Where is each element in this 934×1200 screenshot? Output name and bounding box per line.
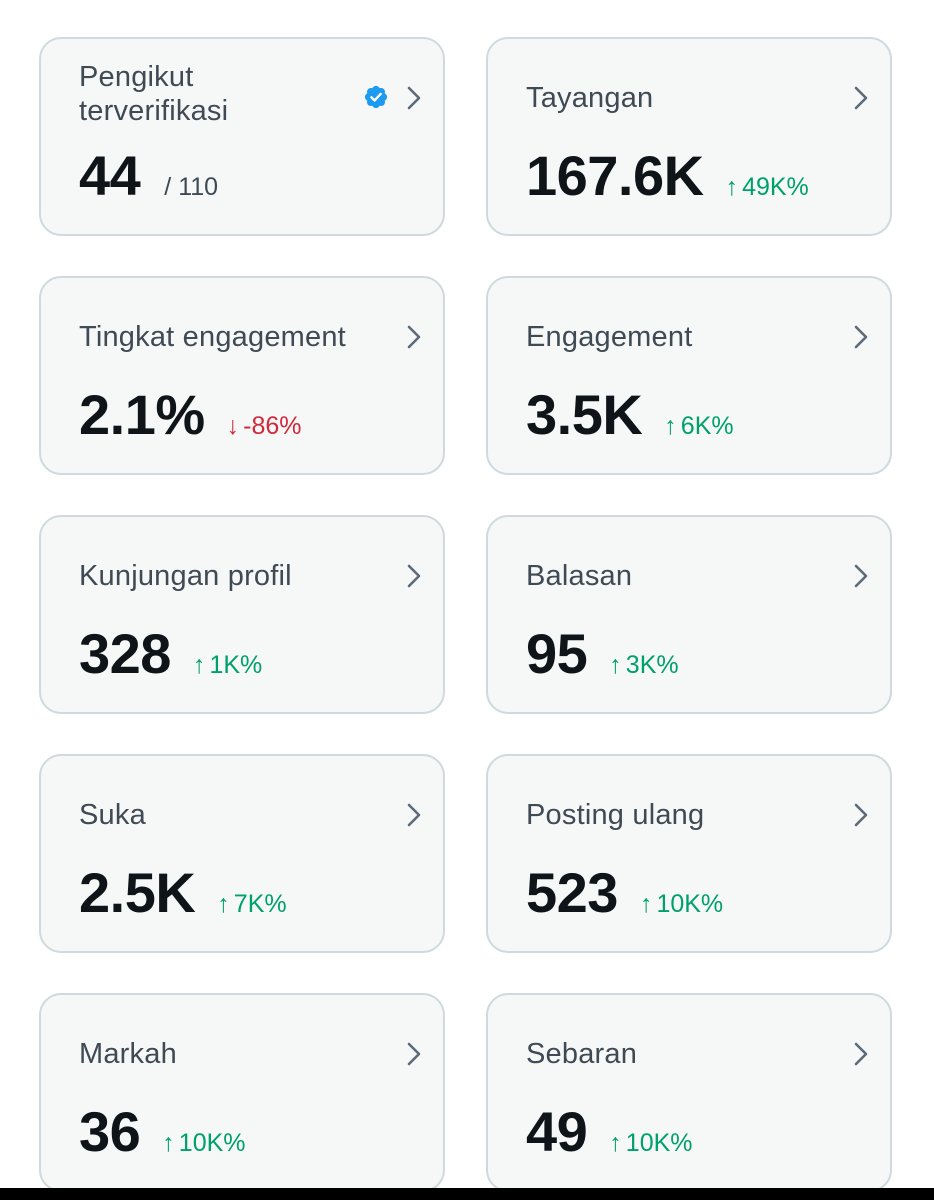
metric-total: / 110 [164,173,219,201]
metric-change-value: 10K% [656,890,724,918]
metric-change: ↑ 10K% [640,890,723,919]
metric-value: 36 [79,1100,141,1163]
metric-value: 523 [526,861,618,924]
metric-change-value: 3K% [625,651,679,679]
metric-change-value: 7K% [233,890,287,918]
arrow-up-icon: ↑ [664,412,677,440]
metric-title: Kunjungan profil [79,560,292,592]
metric-value: 49 [526,1100,588,1163]
arrow-up-icon: ↑ [609,1129,622,1157]
chevron-right-icon[interactable] [403,83,425,113]
metric-change: ↑ 10K% [609,1129,692,1158]
metric-change: ↑ 3K% [609,651,678,680]
metric-card-likes[interactable]: Suka 2.5K ↑ 7K% [39,754,445,953]
metric-card-shares[interactable]: Sebaran 49 ↑ 10K% [486,993,892,1192]
arrow-down-icon: ↓ [226,412,240,440]
metric-change-value: 6K% [680,412,734,440]
chevron-right-icon[interactable] [850,800,872,830]
arrow-up-icon: ↑ [609,651,622,679]
metric-title: Tingkat engagement [79,321,346,353]
arrow-up-icon: ↑ [725,173,739,201]
verified-badge-icon [364,85,388,109]
metric-value: 3.5K [526,383,643,446]
metric-value-row: 49 ↑ 10K% [526,1100,693,1164]
chevron-right-icon[interactable] [403,561,425,591]
chevron-right-icon[interactable] [403,1039,425,1069]
metric-card-engagement-rate[interactable]: Tingkat engagement 2.1% ↓ -86% [39,276,445,475]
metric-value: 328 [79,622,171,685]
metric-change: ↑ 6K% [664,412,733,441]
metric-title: Balasan [526,560,633,592]
metric-change-value: 10K% [178,1129,246,1157]
metric-value: 167.6K [526,144,704,207]
metric-change: ↑ 1K% [193,651,262,680]
metric-change-value: 49K% [742,173,809,201]
metric-change: ↓ -86% [227,412,302,441]
arrow-up-icon: ↑ [162,1129,175,1157]
metric-card-engagement[interactable]: Engagement 3.5K ↑ 6K% [486,276,892,475]
metric-change-value: 1K% [209,651,263,679]
chevron-right-icon[interactable] [403,322,425,352]
metric-value-row: 2.1% ↓ -86% [79,383,302,447]
metrics-grid: Pengikut terverifikasi 44 / 110 Tayangan… [39,37,892,1192]
metric-card-replies[interactable]: Balasan 95 ↑ 3K% [486,515,892,714]
metric-value-row: 3.5K ↑ 6K% [526,383,734,447]
metric-change: ↑ 10K% [162,1129,245,1158]
metric-value: 2.1% [79,383,205,446]
metric-change-value: -86% [243,412,302,440]
metric-value-row: 523 ↑ 10K% [526,861,723,925]
metric-value: 95 [526,622,588,685]
system-navigation-bar [0,1188,934,1200]
metric-title: Tayangan [526,82,654,114]
metric-card-impressions[interactable]: Tayangan 167.6K ↑ 49K% [486,37,892,236]
metric-title: Sebaran [526,1038,638,1070]
metric-card-verified-followers[interactable]: Pengikut terverifikasi 44 / 110 [39,37,445,236]
metric-value-row: 95 ↑ 3K% [526,622,679,686]
metric-card-bookmarks[interactable]: Markah 36 ↑ 10K% [39,993,445,1192]
metric-value-row: 328 ↑ 1K% [79,622,262,686]
metric-value-row: 36 ↑ 10K% [79,1100,246,1164]
metric-title: Pengikut terverifikasi [79,61,229,127]
metric-card-reposts[interactable]: Posting ulang 523 ↑ 10K% [486,754,892,953]
metric-change-value: 10K% [625,1129,693,1157]
chevron-right-icon[interactable] [403,800,425,830]
chevron-right-icon[interactable] [850,83,872,113]
metric-value-row: 2.5K ↑ 7K% [79,861,287,925]
arrow-up-icon: ↑ [217,890,230,918]
metric-title: Markah [79,1038,177,1070]
metric-value: 2.5K [79,861,196,924]
metric-value: 44 [79,144,141,207]
chevron-right-icon[interactable] [850,322,872,352]
metric-change: ↑ 7K% [217,890,286,919]
metric-value-row: 44 / 110 [79,144,218,208]
chevron-right-icon[interactable] [850,1039,872,1069]
metric-title: Suka [79,799,146,831]
arrow-up-icon: ↑ [192,651,206,679]
metric-title: Posting ulang [526,799,705,831]
metric-change: ↑ 49K% [726,173,809,202]
metric-card-profile-visits[interactable]: Kunjungan profil 328 ↑ 1K% [39,515,445,714]
arrow-up-icon: ↑ [639,890,653,918]
metric-title: Engagement [526,321,693,353]
chevron-right-icon[interactable] [850,561,872,591]
metric-value-row: 167.6K ↑ 49K% [526,144,809,208]
